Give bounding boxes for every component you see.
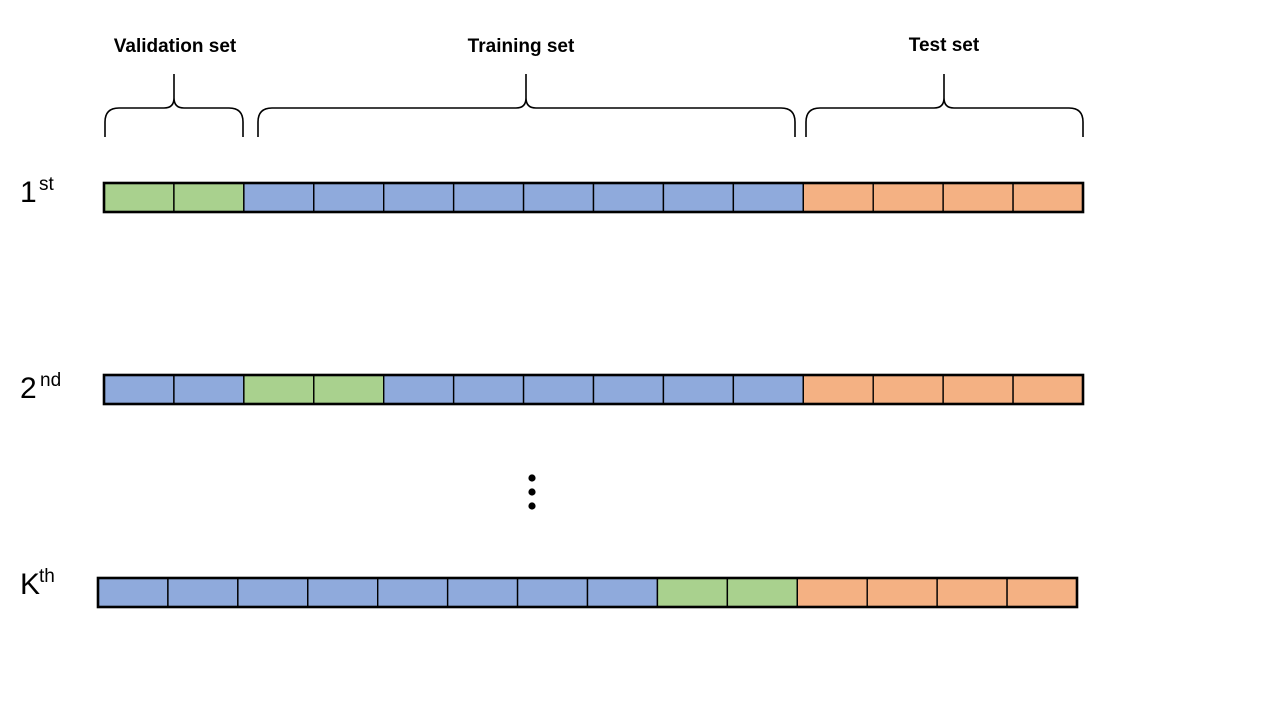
- test-cell: [872, 374, 944, 405]
- training-brace: [257, 74, 796, 137]
- training-cell: [516, 577, 589, 608]
- test-cell: [872, 182, 944, 213]
- training-cell: [586, 577, 659, 608]
- training-set-label: Training set: [468, 36, 575, 57]
- training-cell: [446, 577, 519, 608]
- test-cell: [802, 182, 874, 213]
- validation-cell: [103, 182, 175, 213]
- test-brace: [805, 74, 1084, 137]
- fold-suffix: nd: [40, 370, 61, 391]
- training-cell: [237, 577, 309, 608]
- training-cell: [522, 182, 595, 213]
- test-cell: [1012, 374, 1084, 405]
- training-cell: [167, 577, 239, 608]
- fold-bar-outline: [102, 373, 1085, 406]
- braces: [104, 74, 1084, 137]
- test-cell: [1012, 182, 1084, 213]
- validation-set-label: Validation set: [114, 36, 237, 57]
- test-set-label: Test set: [909, 35, 980, 56]
- fold-label-k: K th: [20, 566, 55, 601]
- training-cell: [522, 374, 595, 405]
- fold-suffix: th: [39, 566, 55, 587]
- test-cell: [942, 182, 1014, 213]
- training-cell: [313, 182, 385, 213]
- training-cell: [383, 182, 455, 213]
- training-cell: [97, 577, 169, 608]
- fold-number: 1: [20, 176, 37, 209]
- fold-number: 2: [20, 372, 37, 405]
- test-cell: [936, 577, 1008, 608]
- validation-cell: [313, 374, 385, 405]
- validation-cell: [173, 182, 245, 213]
- validation-cell: [726, 577, 798, 608]
- test-cell: [802, 374, 874, 405]
- training-cell: [592, 374, 665, 405]
- training-cell: [662, 182, 735, 213]
- training-cell: [103, 374, 175, 405]
- fold-bar-k: [96, 576, 1079, 609]
- training-cell: [592, 182, 665, 213]
- fold-bar-2: [102, 373, 1085, 406]
- fold-label-2: 2 nd: [20, 370, 61, 405]
- test-cell: [1006, 577, 1078, 608]
- training-cell: [732, 182, 804, 213]
- training-cell: [732, 374, 804, 405]
- training-cell: [452, 374, 525, 405]
- training-cell: [243, 182, 315, 213]
- fold-suffix: st: [39, 174, 55, 195]
- validation-cell: [243, 374, 315, 405]
- fold-bar-1: [102, 181, 1085, 214]
- training-cell: [173, 374, 245, 405]
- test-cell: [942, 374, 1014, 405]
- training-cell: [452, 182, 525, 213]
- vertical-ellipsis-icon: [528, 474, 536, 510]
- training-cell: [377, 577, 449, 608]
- training-cell: [383, 374, 455, 405]
- test-cell: [866, 577, 938, 608]
- fold-bar-outline: [96, 576, 1079, 609]
- validation-cell: [656, 577, 729, 608]
- fold-label-1: 1 st: [20, 174, 55, 209]
- training-cell: [662, 374, 735, 405]
- fold-number: K: [20, 568, 40, 601]
- test-cell: [796, 577, 868, 608]
- fold-bar-outline: [102, 181, 1085, 214]
- training-cell: [307, 577, 379, 608]
- validation-brace: [104, 74, 244, 137]
